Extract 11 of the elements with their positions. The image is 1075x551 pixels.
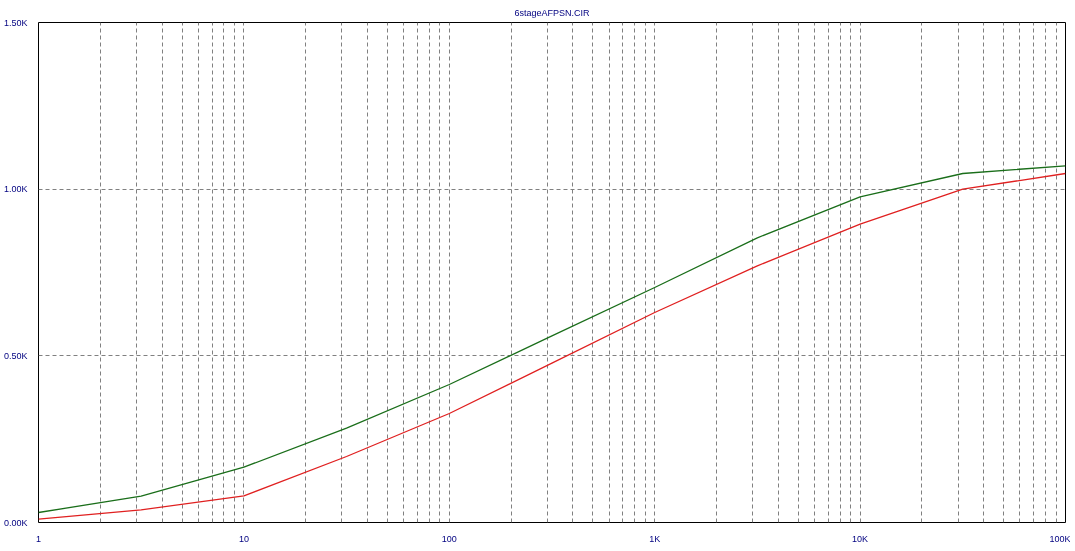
- chart-subtitle: 6stageAFPSN.CIR: [514, 7, 591, 18]
- x-tick-label: 100: [441, 533, 457, 544]
- x-tick-label: 10K: [852, 533, 869, 544]
- y-tick-label: 0.00K: [3, 517, 28, 528]
- x-tick-label: 1K: [649, 533, 661, 544]
- x-tick-label: 10: [238, 533, 249, 544]
- y-tick-label: 1.50K: [3, 17, 28, 28]
- y-tick-label: 1.00K: [3, 184, 28, 195]
- x-tick-label: 100K: [1049, 533, 1071, 544]
- x-tick-label: 1: [36, 533, 42, 544]
- y-tick-label: 0.50K: [3, 350, 28, 361]
